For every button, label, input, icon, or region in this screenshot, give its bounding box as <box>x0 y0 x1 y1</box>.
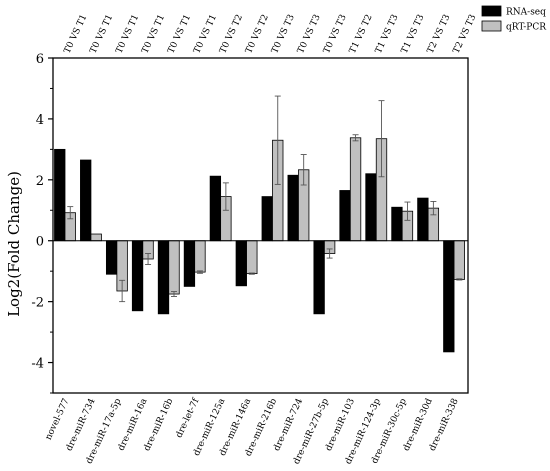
legend-swatch <box>481 5 502 17</box>
error-bars-group <box>67 95 463 303</box>
bar-rna-seq <box>417 197 429 242</box>
bar-qrt-pcr <box>349 137 362 242</box>
comparison-label: T0 VS T1 <box>89 13 116 55</box>
category-label: novel-577 <box>44 397 72 442</box>
comparison-label: T0 VS T1 <box>166 13 193 55</box>
comparison-label: T0 VS T3 <box>270 13 297 55</box>
y-axis-label: Log2(Fold Change) <box>5 171 23 317</box>
comparison-label: T2 VS T3 <box>426 13 453 55</box>
y-tick-label: 6 <box>36 52 44 67</box>
bar-qrt-pcr <box>246 240 258 275</box>
plot-frame <box>52 57 469 394</box>
axes-group <box>52 57 469 394</box>
y-tick-label: 0 <box>36 235 44 250</box>
bar-rna-seq <box>313 240 325 315</box>
bar-rna-seq <box>261 196 273 242</box>
bar-rna-seq <box>365 173 377 242</box>
comparison-label: T1 VS T2 <box>348 13 375 55</box>
comparison-label: T0 VS T1 <box>114 13 141 55</box>
bar-rna-seq <box>235 240 247 287</box>
comparison-labels-group: T0 VS T1 T0 VS T1 T0 VS T1 T0 VS T1 T0 VS T1… <box>63 13 479 55</box>
bar-rna-seq <box>105 240 118 275</box>
comparison-label: T1 VS T3 <box>374 13 401 55</box>
bar-rna-seq <box>157 240 170 315</box>
comparison-label: T0 VS T2 <box>244 13 271 55</box>
bar-rna-seq <box>209 175 222 242</box>
comparison-label: T0 VS T1 <box>192 13 219 55</box>
bars-group <box>54 137 465 353</box>
comparison-label: T0 VS T1 <box>63 13 90 55</box>
bar-rna-seq <box>391 206 403 242</box>
category-label: dre-let-7f <box>174 396 201 439</box>
comparison-label: T0 VS T3 <box>296 13 323 55</box>
comparison-label: T0 VS T3 <box>322 13 349 55</box>
bar-qrt-pcr <box>194 240 206 273</box>
bar-rna-seq <box>54 148 66 242</box>
legend-label: RNA-seq <box>506 8 546 18</box>
legend: RNA-seq qRT-PCR <box>481 5 546 33</box>
comparison-label: T0 VS T2 <box>218 13 245 55</box>
bar-qrt-pcr <box>453 240 465 280</box>
bar-rna-seq <box>80 159 92 242</box>
bar-rna-seq <box>287 174 299 242</box>
y-ticks-group: -4 -2 0 2 4 6 <box>31 52 53 394</box>
comparison-label: T0 VS T1 <box>140 13 167 55</box>
bar-qrt-pcr <box>90 233 102 242</box>
bar-rna-seq <box>443 240 455 353</box>
bar-qrt-pcr <box>168 240 180 295</box>
y-tick-label: 2 <box>36 174 44 189</box>
category-labels-group: novel-577dre-miR-734dre-miR-17a-5pdre-mi… <box>44 396 461 466</box>
y-tick-label: -2 <box>31 296 44 311</box>
bar-rna-seq <box>131 240 144 312</box>
comparison-label: T1 VS T3 <box>400 13 427 55</box>
legend-swatch <box>481 20 502 32</box>
bar-rna-seq <box>339 190 351 242</box>
y-tick-label: -4 <box>31 357 44 372</box>
y-tick-label: 4 <box>36 113 44 128</box>
bar-rna-seq <box>183 240 196 287</box>
legend-label: qRT-PCR <box>506 23 546 33</box>
comparison-label: T2 VS T3 <box>452 13 479 55</box>
